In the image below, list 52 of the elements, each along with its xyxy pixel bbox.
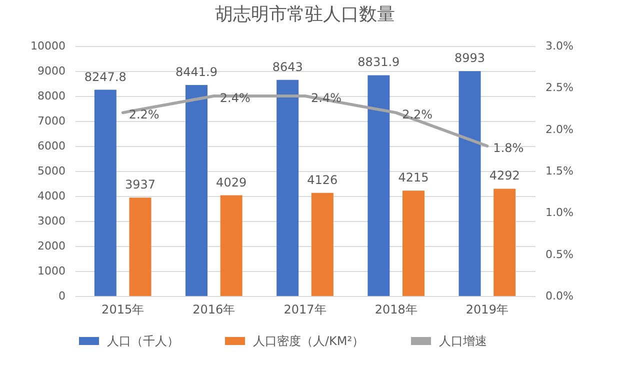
legend-label: 人口增速 [439,334,487,348]
data-label: 2.4% [311,91,342,105]
chart-title: 胡志明市常驻人口数量 [215,4,395,25]
bar [458,71,481,296]
y-tick-label: 2000 [38,240,66,252]
y2-tick-label: 0.5% [546,248,574,261]
bar [94,90,116,296]
data-label: 8441.9 [175,64,218,79]
data-label: 8643 [272,60,303,74]
legend-label: 人口密度（人/KM²） [253,334,364,348]
y-tick-label: 5000 [38,164,66,178]
y-tick-label: 10000 [30,40,66,52]
data-label: 2.2% [402,108,433,122]
bar [494,188,516,296]
data-label: 8993 [454,51,486,66]
data-label: 4029 [216,175,247,190]
y2-tick-label: 2.5% [546,81,574,94]
bar [220,195,242,296]
y2-tick-label: 1.0% [546,206,574,220]
data-label: 2.2% [128,108,160,122]
data-label: 4215 [398,170,429,185]
x-tick-label: 2018年 [374,302,418,316]
bar [402,190,425,296]
y-tick-label: 4000 [38,190,66,202]
x-tick-label: 2016年 [192,302,236,316]
y2-tick-label: 2.0% [546,122,574,136]
data-label: 4126 [307,172,338,187]
bar [311,192,334,296]
y2-tick-label: 1.5% [546,164,574,178]
bar [185,84,208,296]
x-tick-label: 2019年 [466,302,508,316]
data-label: 8247.8 [84,70,126,84]
y2-tick-label: 0.0% [546,290,574,302]
x-tick-label: 2015年 [102,302,144,316]
y-tick-label: 6000 [38,140,66,152]
data-label: 8831.9 [358,55,400,70]
data-label: 3937 [124,178,156,192]
y-tick-label: 9000 [38,64,66,78]
bar [368,75,390,296]
bar [276,80,299,296]
y-tick-label: 0 [58,290,66,302]
y-tick-label: 1000 [38,264,66,278]
y-tick-label: 7000 [38,114,66,128]
x-tick-label: 2017年 [284,302,326,316]
data-label: 4292 [489,168,520,183]
data-label: 1.8% [493,141,524,155]
y-tick-label: 8000 [38,90,66,102]
data-label: 2.4% [220,91,250,105]
y2-tick-label: 3.0% [546,40,574,52]
legend-label: 人口（千人） [107,334,179,348]
y-tick-label: 3000 [38,214,66,228]
bar [129,198,152,296]
